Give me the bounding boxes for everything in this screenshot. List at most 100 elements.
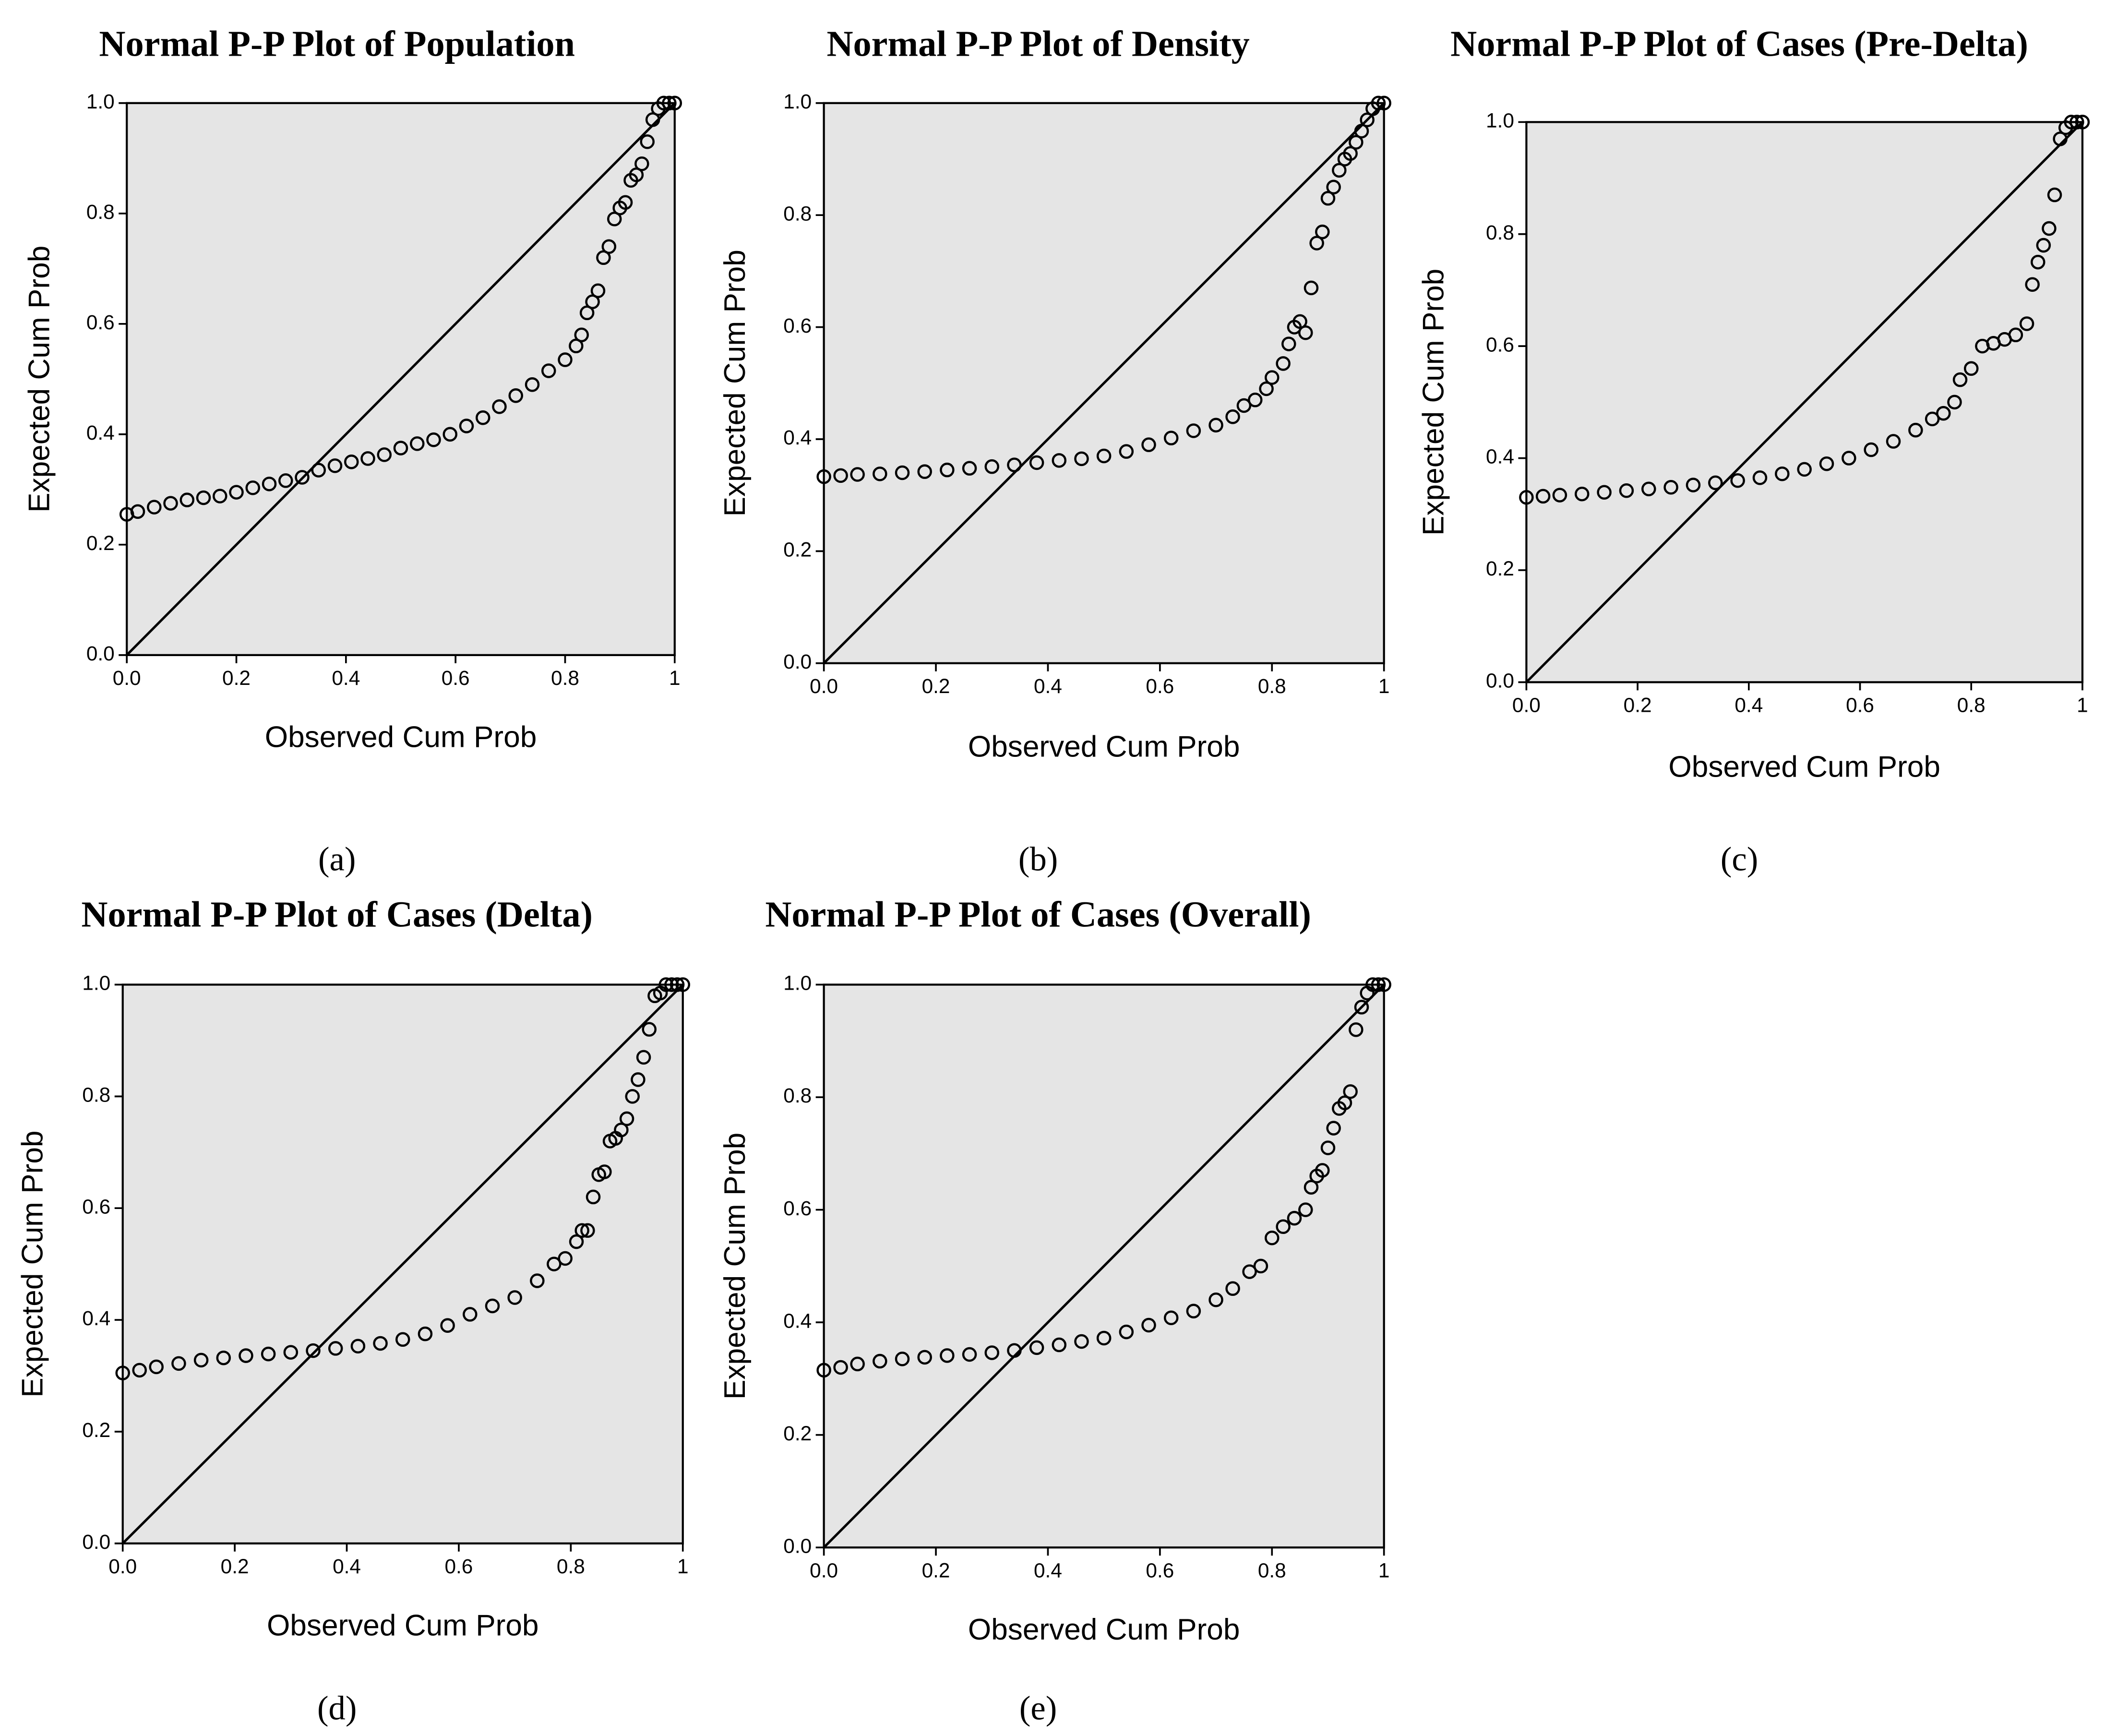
point bbox=[306, 1343, 321, 1358]
point bbox=[1304, 280, 1319, 296]
point bbox=[895, 465, 910, 480]
point bbox=[1253, 1258, 1268, 1274]
caption: (c) bbox=[1721, 840, 1758, 878]
x-axis-label: Observed Cum Prob bbox=[267, 1609, 539, 1642]
x-tick-label: 1 bbox=[1378, 675, 1390, 697]
point bbox=[1029, 455, 1044, 470]
y-tick-label: 0.0 bbox=[86, 642, 115, 665]
point bbox=[1281, 336, 1296, 351]
point bbox=[1096, 448, 1112, 464]
point bbox=[614, 1122, 629, 1137]
point bbox=[917, 1350, 932, 1365]
point bbox=[984, 459, 1000, 474]
x-tick-label: 0.0 bbox=[810, 675, 838, 697]
point bbox=[1304, 1180, 1319, 1195]
caption: (d) bbox=[317, 1689, 357, 1727]
point bbox=[1842, 451, 1856, 466]
x-tick-label: 0.4 bbox=[332, 667, 360, 689]
point bbox=[409, 436, 425, 451]
point bbox=[580, 1223, 595, 1238]
point bbox=[1663, 479, 1678, 495]
point bbox=[1574, 486, 1590, 502]
point bbox=[163, 496, 178, 511]
point bbox=[1819, 456, 1834, 471]
point bbox=[213, 489, 227, 503]
point bbox=[1007, 1343, 1022, 1358]
x-tick-label: 0.8 bbox=[1258, 1559, 1286, 1581]
x-axis-label: Observed Cum Prob bbox=[1668, 751, 1940, 784]
x-tick-label: 0.4 bbox=[1034, 1559, 1062, 1581]
point bbox=[2042, 221, 2057, 236]
point bbox=[1552, 488, 1567, 503]
chart: 0.0 0.2 0.4 0.6 0.8 1 0.0 0.2 0.4 0.6 0.8 1.0 Normal… bbox=[718, 894, 1391, 1727]
point bbox=[1074, 451, 1089, 467]
point bbox=[440, 1318, 455, 1333]
point bbox=[873, 467, 887, 481]
x-tick-label: 1 bbox=[2077, 694, 2088, 716]
point bbox=[1730, 473, 1745, 488]
y-axis-label: Expected Cum Prob bbox=[23, 246, 56, 513]
point bbox=[656, 96, 671, 111]
point bbox=[1141, 437, 1156, 452]
x-tick-label: 0.0 bbox=[1512, 694, 1541, 716]
x-tick-label: 1 bbox=[1378, 1559, 1390, 1581]
y-tick-label: 0.2 bbox=[1486, 557, 1514, 580]
point bbox=[132, 1363, 147, 1378]
point bbox=[485, 1298, 500, 1314]
reference-line bbox=[126, 102, 676, 656]
point bbox=[216, 1350, 231, 1365]
point bbox=[373, 1336, 388, 1351]
point bbox=[530, 1273, 545, 1288]
point bbox=[619, 1111, 634, 1126]
point bbox=[833, 468, 848, 483]
x-tick-label: 0.4 bbox=[1734, 694, 1763, 716]
y-tick-label: 0.2 bbox=[783, 539, 812, 561]
point bbox=[1119, 1324, 1134, 1340]
point bbox=[1074, 1334, 1089, 1349]
point bbox=[569, 1234, 584, 1249]
point bbox=[507, 1290, 522, 1305]
point bbox=[463, 1307, 478, 1322]
point bbox=[1908, 422, 1923, 438]
x-tick-label: 0.6 bbox=[442, 667, 470, 689]
x-tick-label: 0.8 bbox=[1258, 675, 1286, 697]
point bbox=[1265, 1230, 1280, 1245]
point bbox=[2047, 187, 2062, 203]
x-tick-label: 0.0 bbox=[108, 1555, 137, 1578]
point bbox=[895, 1352, 910, 1366]
point bbox=[1349, 1022, 1363, 1037]
point bbox=[1343, 1084, 1358, 1099]
point bbox=[278, 473, 293, 488]
point bbox=[658, 977, 674, 992]
x-tick-label: 0.6 bbox=[1146, 675, 1174, 697]
point bbox=[1686, 478, 1701, 492]
caption: (b) bbox=[1018, 840, 1058, 878]
point bbox=[1096, 1330, 1112, 1346]
chart-title: Normal P-P Plot of Density bbox=[826, 23, 1249, 64]
point bbox=[1343, 146, 1358, 161]
point bbox=[1248, 393, 1263, 407]
x-tick-label: 0.2 bbox=[922, 675, 950, 697]
point bbox=[2008, 327, 2023, 343]
point bbox=[1963, 361, 1979, 376]
point bbox=[115, 1365, 130, 1380]
y-tick-label: 0.4 bbox=[783, 1309, 812, 1332]
point bbox=[962, 461, 977, 476]
point bbox=[1186, 423, 1201, 438]
y-tick-label: 0.6 bbox=[783, 314, 812, 337]
point bbox=[1007, 457, 1022, 472]
point bbox=[816, 1363, 831, 1378]
point bbox=[631, 1072, 646, 1087]
chart-title: Normal P-P Plot of Cases (Pre-Delta) bbox=[1450, 23, 2028, 64]
point bbox=[1619, 483, 1634, 498]
point bbox=[1519, 490, 1534, 505]
point bbox=[984, 1345, 1000, 1360]
point bbox=[940, 462, 955, 478]
point bbox=[327, 458, 343, 473]
point bbox=[196, 490, 211, 505]
point bbox=[1376, 96, 1391, 111]
point bbox=[675, 977, 691, 992]
point bbox=[1326, 180, 1341, 195]
y-tick-label: 0.8 bbox=[1486, 221, 1514, 244]
